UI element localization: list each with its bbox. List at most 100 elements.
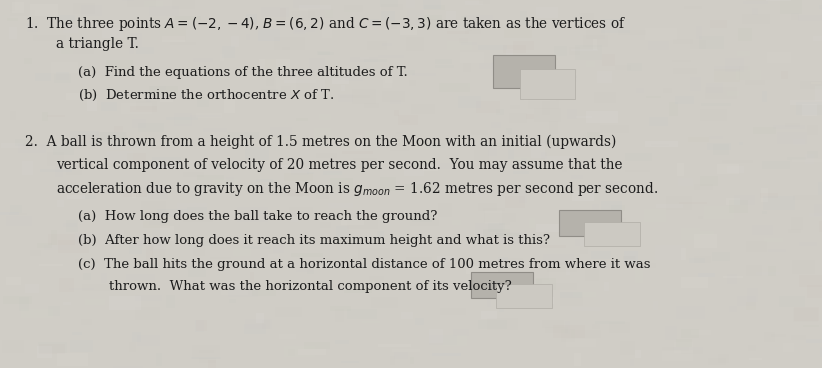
- Bar: [221, 282, 248, 295]
- Bar: [587, 132, 600, 144]
- Bar: [121, 103, 152, 114]
- Bar: [638, 4, 648, 13]
- Text: 2.  A ball is thrown from a height of 1.5 metres on the Moon with an initial (up: 2. A ball is thrown from a height of 1.5…: [25, 134, 616, 149]
- Bar: [561, 329, 575, 342]
- Bar: [727, 91, 740, 96]
- Bar: [439, 163, 455, 169]
- Bar: [365, 131, 383, 138]
- Bar: [694, 256, 711, 263]
- Bar: [105, 256, 110, 264]
- Bar: [508, 130, 519, 135]
- Bar: [166, 296, 174, 308]
- Bar: [63, 25, 78, 33]
- Bar: [155, 353, 161, 366]
- Bar: [674, 342, 693, 353]
- Bar: [575, 45, 603, 60]
- Bar: [268, 254, 279, 258]
- Bar: [626, 153, 652, 162]
- Bar: [131, 132, 139, 144]
- Bar: [308, 8, 333, 18]
- Bar: [402, 120, 410, 123]
- Bar: [665, 326, 677, 340]
- Bar: [314, 128, 331, 140]
- Bar: [586, 111, 618, 123]
- Bar: [121, 282, 134, 292]
- Bar: [514, 40, 534, 50]
- Bar: [341, 218, 364, 226]
- Bar: [799, 275, 822, 287]
- Bar: [132, 193, 136, 198]
- Bar: [591, 251, 612, 259]
- Bar: [536, 7, 557, 18]
- Bar: [291, 170, 309, 174]
- Bar: [521, 158, 528, 171]
- Bar: [447, 31, 469, 35]
- Bar: [233, 248, 252, 256]
- Bar: [648, 23, 659, 36]
- Bar: [637, 263, 656, 268]
- Bar: [566, 70, 576, 73]
- Bar: [321, 222, 331, 228]
- Bar: [173, 0, 195, 8]
- Bar: [66, 160, 82, 175]
- Bar: [706, 83, 723, 93]
- Bar: [781, 71, 787, 79]
- Bar: [8, 26, 17, 39]
- Bar: [520, 11, 527, 25]
- Bar: [258, 187, 286, 195]
- Bar: [22, 143, 53, 152]
- Bar: [681, 276, 708, 289]
- Bar: [681, 329, 699, 339]
- Bar: [187, 266, 206, 277]
- Bar: [712, 252, 729, 262]
- Bar: [519, 189, 527, 203]
- Bar: [746, 0, 770, 1]
- Text: acceleration due to gravity on the Moon is $g_{moon}$ = 1.62 metres per second p: acceleration due to gravity on the Moon …: [56, 180, 658, 198]
- Bar: [175, 17, 201, 20]
- Bar: [746, 265, 762, 276]
- Bar: [76, 135, 96, 149]
- Bar: [435, 59, 452, 64]
- Bar: [173, 263, 197, 265]
- Bar: [389, 142, 416, 145]
- Bar: [528, 140, 547, 145]
- Bar: [12, 2, 24, 13]
- Bar: [18, 145, 47, 153]
- Bar: [344, 5, 363, 12]
- Bar: [276, 78, 297, 92]
- Bar: [347, 309, 376, 319]
- Bar: [116, 181, 121, 189]
- Bar: [809, 265, 822, 272]
- Bar: [67, 93, 85, 100]
- Bar: [173, 127, 196, 139]
- Bar: [48, 115, 65, 117]
- Bar: [307, 268, 314, 274]
- Bar: [797, 102, 822, 115]
- Bar: [390, 345, 422, 348]
- Bar: [465, 28, 481, 34]
- Bar: [717, 164, 739, 174]
- Bar: [603, 135, 612, 141]
- Bar: [356, 74, 385, 83]
- Bar: [369, 276, 384, 280]
- Bar: [499, 298, 504, 312]
- Bar: [428, 329, 443, 343]
- Bar: [473, 16, 478, 31]
- Bar: [68, 139, 79, 146]
- Bar: [571, 38, 593, 44]
- Bar: [515, 157, 530, 165]
- Bar: [85, 299, 105, 304]
- Bar: [806, 284, 822, 298]
- Bar: [478, 203, 497, 211]
- Bar: [593, 265, 609, 268]
- Bar: [275, 307, 302, 317]
- Bar: [510, 105, 520, 109]
- Bar: [459, 52, 484, 63]
- Bar: [293, 0, 320, 8]
- FancyBboxPatch shape: [559, 210, 621, 236]
- Bar: [10, 205, 22, 213]
- Bar: [788, 42, 802, 56]
- Bar: [367, 41, 387, 50]
- Bar: [498, 257, 508, 261]
- Bar: [492, 61, 515, 76]
